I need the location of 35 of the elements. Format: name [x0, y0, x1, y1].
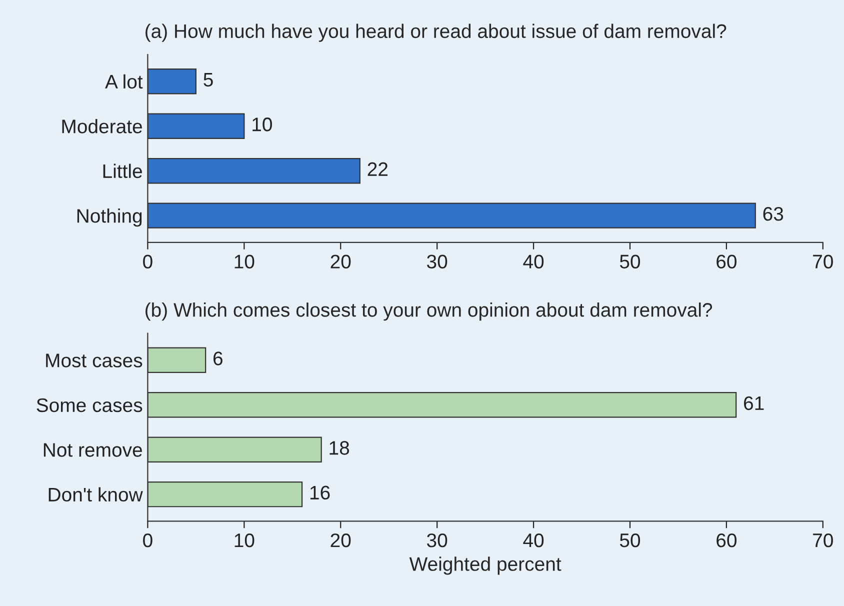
x-tick-label: 40 — [523, 533, 544, 548]
x-tick-label: 50 — [620, 533, 640, 548]
y-tick-label: Moderate — [62, 119, 142, 134]
x-tick-label: 20 — [330, 254, 351, 268]
x-tick-label: 50 — [620, 254, 640, 268]
y-tick-label: Little — [103, 164, 142, 178]
x-tick-label: 70 — [813, 254, 833, 268]
chart-title: (b) Which comes closest to your own opinion about dam removal? — [146, 302, 712, 321]
x-tick-label: 60 — [716, 533, 736, 548]
x-axis-title: Weighted percent — [409, 556, 562, 575]
data-label: 22 — [368, 162, 388, 176]
data-label: 5 — [204, 73, 213, 87]
chart-title: (a) How much have you heard or read about issue of dam removal? — [146, 24, 726, 42]
y-tick-label: Nothing — [77, 208, 142, 227]
data-label: 6 — [214, 352, 222, 366]
y-tick-label: Most cases — [46, 354, 142, 368]
x-tick-label: 0 — [143, 254, 152, 268]
x-tick-label: 70 — [813, 533, 833, 548]
y-tick-label: Not remove — [44, 443, 142, 457]
x-tick-label: 30 — [427, 533, 448, 548]
data-label: 16 — [310, 486, 330, 500]
data-label: 63 — [763, 207, 784, 221]
data-label: 61 — [744, 396, 764, 410]
data-label: 18 — [330, 441, 350, 455]
y-tick-label: Some cases — [36, 398, 142, 412]
x-tick-label: 10 — [234, 254, 254, 268]
y-tick-label: Don't know — [48, 487, 143, 502]
x-tick-label: 30 — [427, 254, 448, 268]
y-tick-label: A lot — [105, 74, 143, 89]
x-tick-label: 10 — [234, 533, 254, 548]
data-label: 10 — [252, 118, 272, 132]
x-tick-label: 0 — [143, 533, 152, 548]
x-tick-label: 40 — [523, 254, 544, 268]
x-tick-label: 20 — [330, 533, 351, 548]
x-tick-label: 60 — [716, 254, 736, 268]
